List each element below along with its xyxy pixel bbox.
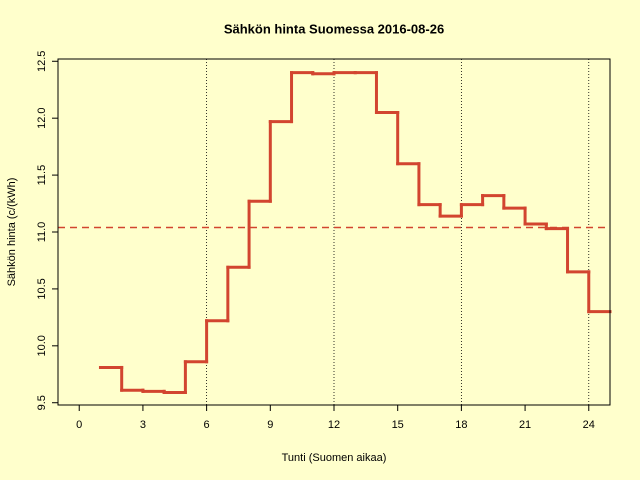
x-tick-label: 21 [519, 419, 531, 431]
y-axis-title: Sähkön hinta (c/(kWh) [6, 178, 18, 287]
x-tick-label: 15 [392, 419, 404, 431]
x-tick-label: 6 [204, 419, 210, 431]
chart-title: Sähkön hinta Suomessa 2016-08-26 [224, 21, 444, 36]
y-tick-label: 10.0 [36, 335, 48, 356]
x-tick-label: 12 [328, 419, 340, 431]
x-axis-title: Tunti (Suomen aikaa) [282, 452, 387, 464]
x-tick-label: 9 [267, 419, 273, 431]
y-tick-label: 11.5 [36, 165, 48, 186]
y-tick-label: 12.5 [36, 51, 48, 72]
x-tick-label: 18 [455, 419, 467, 431]
y-tick-label: 9.5 [36, 395, 48, 410]
y-tick-label: 12.0 [36, 107, 48, 128]
x-tick-label: 0 [76, 419, 82, 431]
x-tick-label: 24 [583, 419, 595, 431]
plot-frame [57, 58, 611, 406]
x-tick-label: 3 [140, 419, 146, 431]
y-tick-label: 10.5 [36, 278, 48, 299]
y-tick-label: 11.0 [36, 222, 48, 243]
